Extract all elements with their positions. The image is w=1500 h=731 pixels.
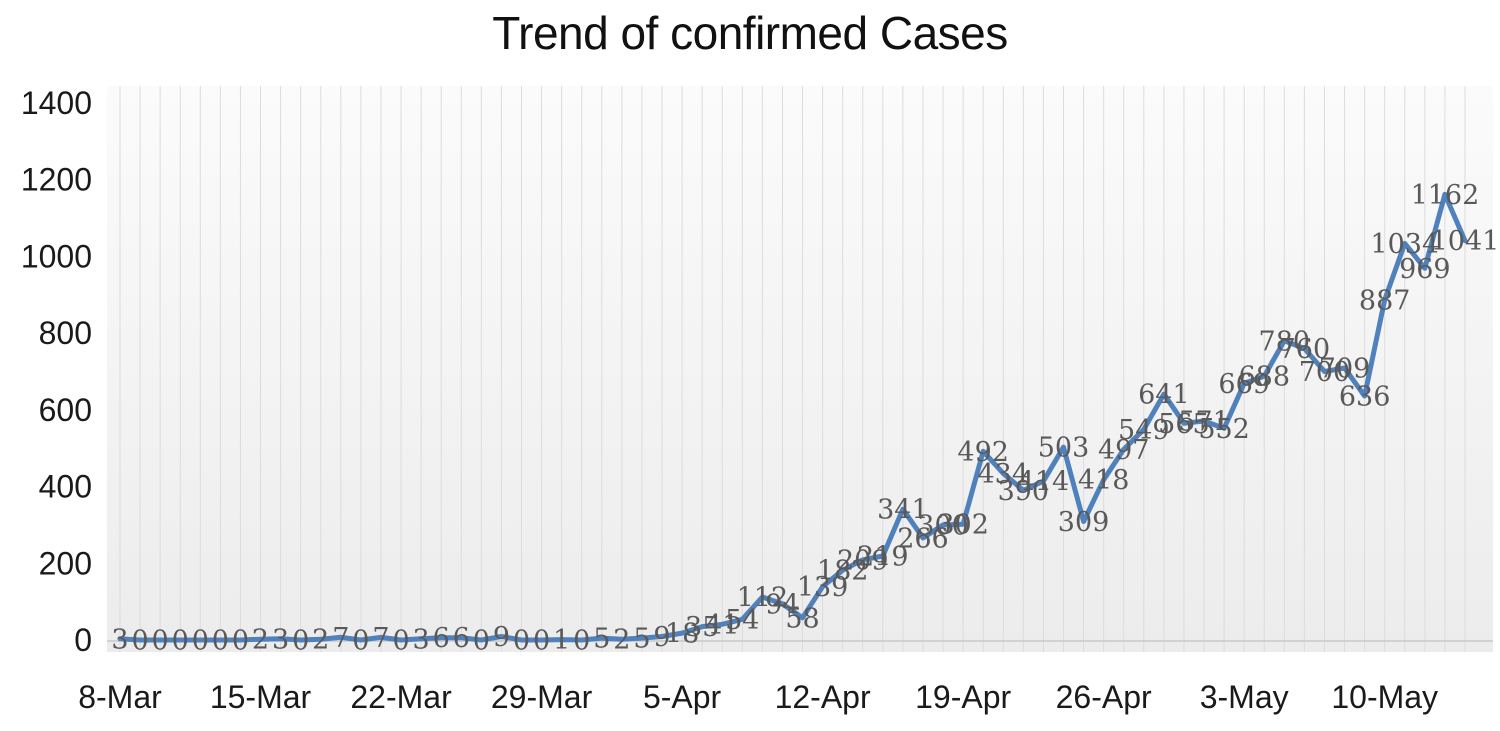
data-point-label: 35 [685, 612, 719, 643]
data-point-label: 641 [1138, 380, 1190, 411]
data-point-label: 6 [453, 623, 470, 654]
data-point-label: 0 [533, 626, 550, 657]
x-axis-tick-label: 10-May [1331, 679, 1438, 715]
data-point-label: 3 [111, 624, 128, 655]
data-point-label: 3 [272, 624, 289, 655]
data-point-label: 0 [392, 626, 409, 657]
data-point-label: 636 [1339, 382, 1391, 413]
data-point-label: 9 [653, 622, 670, 653]
x-axis-tick-label: 8-Mar [78, 679, 162, 715]
gridlines [119, 86, 1466, 652]
data-point-label: 94 [765, 589, 799, 620]
data-point-label: 302 [937, 510, 989, 541]
y-axis-tick-label: 600 [39, 392, 92, 428]
data-point-label: 5 [593, 624, 610, 655]
data-point-label: 497 [1098, 435, 1150, 466]
data-point-label: 300 [917, 510, 969, 541]
data-point-label: 0 [473, 626, 490, 657]
data-point-label: 2 [312, 625, 329, 656]
data-point-label: 112 [737, 583, 789, 614]
data-point-label: 7 [372, 623, 389, 654]
data-point-label: 669 [1218, 369, 1270, 400]
data-point-label: 1041 [1431, 226, 1500, 257]
data-point-label: 58 [785, 603, 819, 634]
data-point-label: 0 [352, 626, 369, 657]
x-axis-tick-label: 29-Mar [491, 679, 593, 715]
data-point-label: 3 [413, 624, 430, 655]
data-point-label: 887 [1359, 285, 1411, 316]
data-point-label: 492 [957, 437, 1009, 468]
plot-background [107, 86, 1493, 652]
series-line [117, 191, 1468, 643]
x-axis-tick-label: 3-May [1200, 679, 1289, 715]
data-point-label: 6 [433, 623, 450, 654]
data-point-label: 571 [1178, 406, 1230, 437]
data-point-label: 1162 [1411, 180, 1480, 211]
y-axis-tick-label: 200 [39, 545, 92, 581]
data-point-label: 139 [797, 572, 849, 603]
data-point-label: 549 [1118, 415, 1170, 446]
data-point-label: 418 [1078, 465, 1130, 496]
data-point-label: 0 [232, 626, 249, 657]
data-point-label: 0 [131, 626, 148, 657]
x-axis-tick-label: 26-Apr [1056, 679, 1152, 715]
y-axis-tick-label: 400 [39, 469, 92, 505]
data-point-label: 503 [1038, 433, 1090, 464]
x-axis-tick-label: 15-Mar [210, 679, 312, 715]
y-axis-tick-label: 800 [39, 315, 92, 351]
data-point-label: 2 [252, 625, 269, 656]
data-point-label: 969 [1399, 254, 1451, 285]
data-point-label: 780 [1259, 326, 1311, 357]
x-axis-tick-label: 22-Mar [350, 679, 452, 715]
chart-title: Trend of confirmed Cases [492, 7, 1008, 59]
data-point-label: 341 [877, 495, 929, 526]
x-axis-tick-label: 19-Apr [915, 679, 1011, 715]
data-point-label: 0 [212, 626, 229, 657]
data-point-label: 41 [705, 610, 739, 641]
data-point-label: 760 [1279, 334, 1331, 365]
data-point-label: 709 [1319, 354, 1371, 385]
data-point-label: 0 [192, 626, 209, 657]
data-point-label: 9 [493, 622, 510, 653]
x-axis-tick-label: 5-Apr [643, 679, 722, 715]
data-point-label: 0 [152, 626, 169, 657]
data-point-label: 266 [897, 523, 949, 554]
data-point-label: 700 [1299, 357, 1351, 388]
data-point-label: 209 [837, 545, 889, 576]
data-point-label: 219 [857, 541, 909, 572]
y-axis-tick-label: 1400 [21, 85, 92, 121]
y-axis-tick-label: 0 [74, 622, 92, 658]
data-point-label: 0 [292, 626, 309, 657]
data-point-label: 309 [1058, 507, 1110, 538]
data-point-label: 390 [998, 476, 1050, 507]
data-point-label: 552 [1198, 414, 1250, 445]
data-point-label: 0 [513, 626, 530, 657]
data-point-label: 54 [725, 605, 759, 636]
y-axis-tick-label: 1000 [21, 238, 92, 274]
plot-area [107, 86, 1493, 652]
data-point-label: 414 [1018, 467, 1070, 498]
data-point-label: 688 [1238, 362, 1290, 393]
data-point-label: 18 [665, 619, 699, 650]
x-axis-tick-label: 12-Apr [775, 679, 871, 715]
data-point-label: 0 [172, 626, 189, 657]
data-point-label: 565 [1158, 409, 1210, 440]
data-point-label: 0 [573, 626, 590, 657]
series [117, 191, 1468, 643]
data-point-label: 2 [613, 625, 630, 656]
data-point-label: 5 [633, 624, 650, 655]
data-point-label: 7 [332, 623, 349, 654]
data-point-label: 1 [553, 625, 570, 656]
data-point-label: 1034 [1370, 229, 1439, 260]
y-axis-tick-label: 1200 [21, 162, 92, 198]
data-point-label: 434 [978, 459, 1030, 490]
data-point-label: 182 [817, 556, 869, 587]
data-labels: 3 0 0 0 0 0 0 2 3 0 2 7 0 7 0 3 6 6 0 9 0 0 1 0 5 2 5 9183541541129… [111, 180, 1499, 657]
